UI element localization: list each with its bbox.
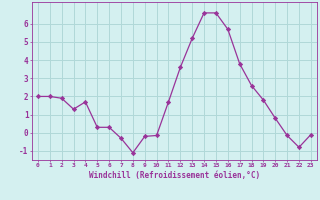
X-axis label: Windchill (Refroidissement éolien,°C): Windchill (Refroidissement éolien,°C) <box>89 171 260 180</box>
